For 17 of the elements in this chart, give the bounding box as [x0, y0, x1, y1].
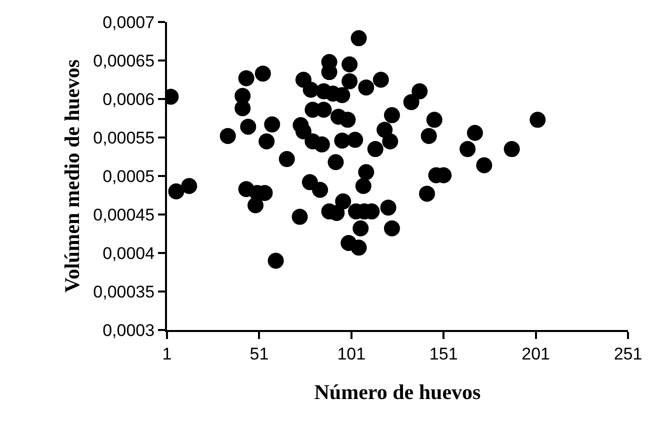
x-tick-label: 201: [522, 344, 550, 364]
x-tick-label: 101: [337, 344, 366, 364]
y-tick-label: 0,0005: [102, 166, 155, 186]
y-tick-label: 0,0004: [102, 244, 155, 263]
y-tick-label: 0,00035: [93, 282, 155, 302]
y-tick-label: 0,00065: [93, 51, 155, 70]
x-tick-label: 1: [162, 344, 172, 364]
y-tick-label: 0,00055: [93, 128, 155, 148]
y-tick-label: 0,0003: [102, 320, 155, 340]
y-axis-title: Volúmen medio de huevos: [60, 59, 84, 293]
x-tick-label: 151: [429, 344, 458, 364]
y-tick-label: 0,00045: [93, 205, 155, 224]
y-tick-label: 0,0007: [102, 12, 155, 32]
x-axis-title: Número de huevos: [314, 380, 481, 404]
y-tick-label: 0,0006: [102, 90, 155, 109]
x-tick-label: 251: [614, 344, 642, 364]
x-tick-label: 51: [250, 344, 269, 364]
